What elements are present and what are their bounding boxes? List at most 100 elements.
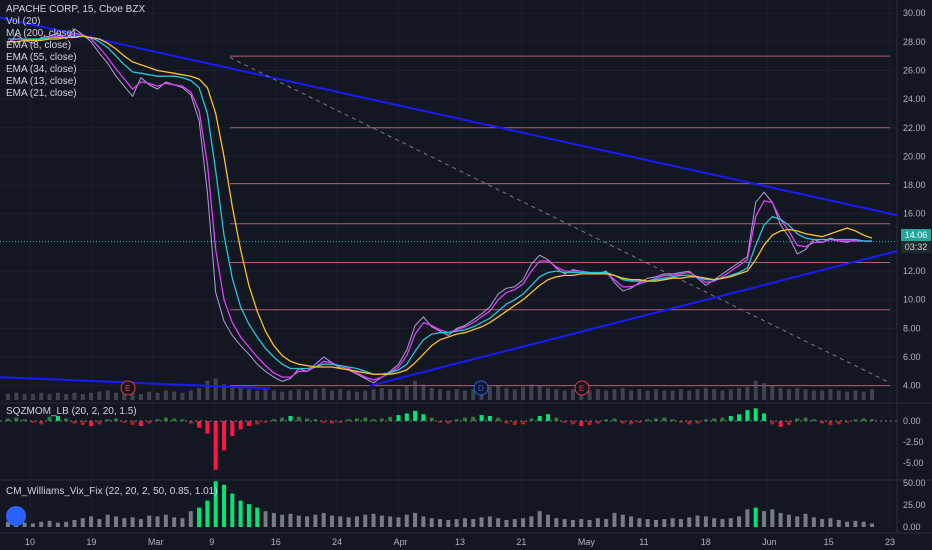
sqzmom-bar — [587, 421, 592, 426]
volume-bar — [587, 390, 592, 400]
sqzmom-bar — [870, 419, 874, 421]
sqzmom-bar — [654, 418, 658, 421]
volume-bar — [388, 389, 393, 400]
volume-bar — [861, 391, 866, 400]
sqzmom-bar — [30, 421, 35, 423]
williams-label[interactable]: CM_Williams_Vix_Fix (22, 20, 2, 50, 0.85… — [6, 486, 218, 497]
volume-bar — [778, 388, 783, 400]
williams-bar — [197, 507, 202, 527]
williams-bar — [845, 521, 850, 527]
sqzmom-bar — [188, 421, 193, 424]
indicator-ema-34[interactable]: EMA (34, close) — [6, 64, 77, 75]
volume-bar — [105, 390, 110, 400]
sqzmom-bar — [695, 421, 700, 424]
volume-bar — [438, 389, 442, 400]
williams-bar — [354, 516, 359, 527]
williams-bar — [836, 519, 841, 527]
sqzmom-bar — [172, 418, 177, 421]
williams-bar — [313, 514, 318, 527]
williams-bar — [246, 504, 251, 527]
indicator-ema-55[interactable]: EMA (55, close) — [6, 52, 77, 63]
sqzmom-bar — [521, 421, 526, 425]
event-marker — [120, 380, 136, 396]
williams-bar — [188, 511, 193, 527]
volume-bar — [828, 389, 833, 400]
williams-bar — [421, 516, 426, 527]
indicator-ema-13[interactable]: EMA (13, close) — [6, 76, 77, 87]
sqzmom-bar — [629, 421, 634, 425]
x-tick-label: 18 — [701, 537, 711, 547]
sqzmom-bar — [379, 418, 384, 421]
williams-bar — [271, 512, 276, 527]
williams-bar — [861, 521, 866, 527]
volume-bar — [870, 389, 874, 400]
sqzmom-bar — [371, 419, 376, 421]
dashed-trendline — [229, 57, 891, 384]
sqzmom-bar — [72, 421, 77, 424]
volume-bar — [138, 394, 143, 400]
williams-bar — [130, 517, 135, 527]
sqzmom-bar — [429, 417, 434, 421]
tradingview-logo-icon[interactable] — [6, 506, 26, 526]
volume-bar — [446, 390, 451, 400]
williams-bar — [770, 509, 775, 527]
williams-bar — [22, 522, 27, 527]
sqzmom-label[interactable]: SQZMOM_LB (20, 2, 20, 1.5) — [6, 406, 137, 417]
williams-bar — [562, 519, 567, 527]
sqzmom-bar — [230, 421, 235, 437]
y-tick-label: 8.00 — [903, 323, 921, 333]
sqzmom-bar — [487, 415, 492, 421]
volume-bar — [64, 394, 69, 400]
williams-bar — [629, 516, 634, 527]
williams-bar — [712, 518, 717, 527]
sqzmom-bar — [853, 419, 858, 421]
volume-bar — [820, 390, 825, 400]
sqzmom-bar — [795, 418, 800, 421]
volume-bar — [288, 390, 293, 400]
volume-bar — [562, 390, 567, 400]
volume-bar — [620, 388, 625, 400]
williams-bar — [147, 515, 152, 527]
indicator-ema-21[interactable]: EMA (21, close) — [6, 88, 77, 99]
volume-bar — [163, 390, 168, 400]
volume-bar — [521, 386, 526, 400]
sqzmom-bar — [570, 421, 575, 425]
williams-bar — [346, 517, 351, 527]
sqzmom-tick-label: -2.50 — [903, 437, 924, 447]
williams-bar — [163, 514, 168, 527]
ascending-trendline — [369, 250, 898, 387]
williams-bar — [762, 511, 766, 527]
sqzmom-bar — [330, 421, 334, 424]
indicator-ema-8[interactable]: EMA (8, close) — [6, 40, 72, 51]
sqzmom-bar — [130, 421, 135, 426]
sqzmom-bar — [645, 419, 650, 421]
volume-bar — [546, 388, 550, 400]
sqzmom-bar — [537, 415, 542, 421]
volume-bar — [429, 388, 434, 400]
x-tick-label: 10 — [25, 537, 35, 547]
y-tick-label: 4.00 — [903, 381, 921, 391]
sqzmom-bar — [288, 415, 293, 421]
sqzmom-tick-label: 0.00 — [903, 416, 921, 426]
williams-bar — [413, 512, 418, 527]
sqzmom-bar — [770, 421, 775, 425]
williams-bar — [55, 522, 60, 527]
williams-bar — [678, 519, 683, 527]
volume-bar — [770, 385, 775, 400]
sqzmom-bar — [728, 415, 733, 421]
indicator-vol[interactable]: Vol (20) — [6, 16, 41, 27]
williams-bar — [604, 519, 609, 527]
y-tick-label: 22.00 — [903, 123, 926, 133]
williams-bar — [305, 516, 310, 527]
volume-bar — [296, 389, 301, 400]
volume-bar — [47, 394, 52, 400]
volume-bar — [147, 391, 152, 400]
x-tick-label: 13 — [455, 537, 465, 547]
volume-bar — [687, 390, 692, 400]
indicator-ma[interactable]: MA (200, close) — [6, 28, 76, 39]
volume-bar — [786, 389, 791, 400]
volume-bar — [504, 388, 509, 400]
williams-bar — [396, 517, 401, 527]
volume-bar — [487, 386, 492, 400]
